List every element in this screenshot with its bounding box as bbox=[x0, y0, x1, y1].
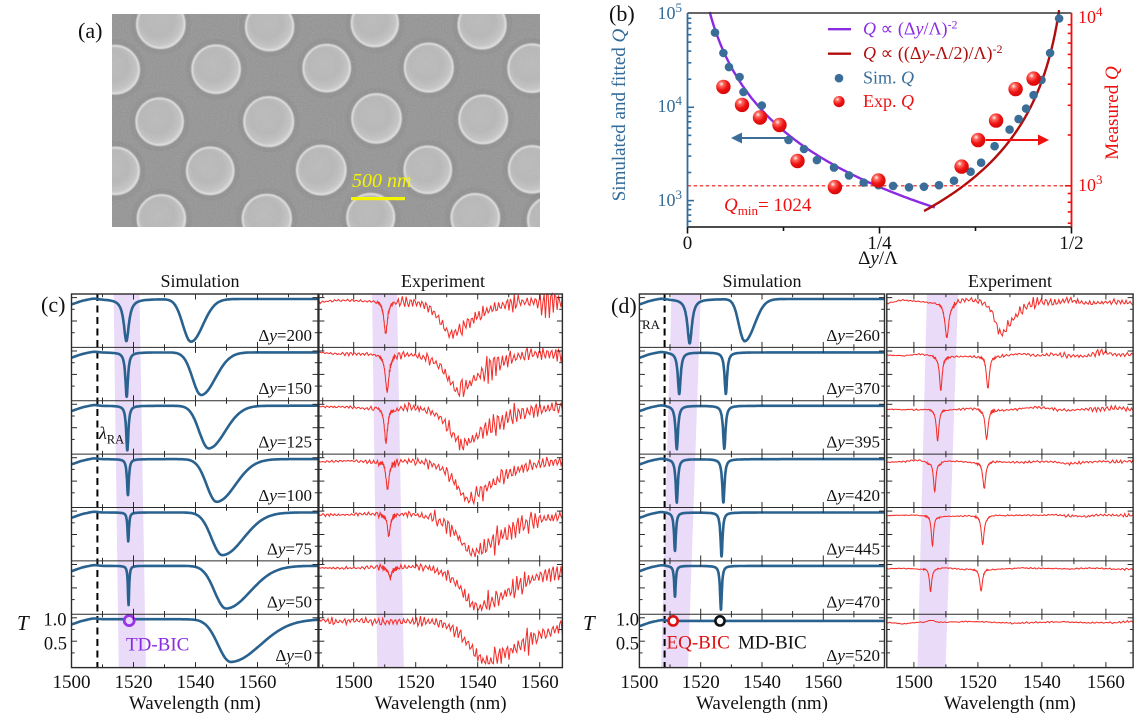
svg-text:1520: 1520 bbox=[959, 672, 997, 693]
svg-text:Δy=445: Δy=445 bbox=[826, 539, 880, 558]
svg-text:1.0: 1.0 bbox=[43, 611, 66, 631]
svg-text:MD-BIC: MD-BIC bbox=[738, 633, 807, 654]
svg-text:Δy=100: Δy=100 bbox=[258, 486, 312, 505]
svg-text:λRA: λRA bbox=[98, 423, 124, 447]
svg-text:500 nm: 500 nm bbox=[352, 170, 411, 192]
svg-text:Measured Q: Measured Q bbox=[1102, 66, 1123, 160]
svg-text:T: T bbox=[17, 611, 30, 635]
svg-text:1560: 1560 bbox=[239, 672, 277, 693]
svg-text:0: 0 bbox=[683, 233, 693, 254]
svg-text:Δy=520: Δy=520 bbox=[826, 646, 880, 665]
svg-text:1500: 1500 bbox=[53, 672, 91, 693]
svg-text:1540: 1540 bbox=[177, 672, 215, 693]
svg-text:1500: 1500 bbox=[620, 672, 658, 693]
svg-text:Δy=470: Δy=470 bbox=[826, 593, 880, 612]
svg-text:Wavelength (nm): Wavelength (nm) bbox=[696, 693, 828, 714]
svg-text:1/2: 1/2 bbox=[1059, 233, 1083, 254]
svg-text:Simulated and fitted Q: Simulated and fitted Q bbox=[609, 28, 630, 201]
svg-text:Q ∝ (Δy/Λ)-2: Q ∝ (Δy/Λ)-2 bbox=[863, 18, 957, 40]
svg-text:T: T bbox=[583, 611, 596, 635]
svg-text:Qmin= 1024: Qmin= 1024 bbox=[724, 195, 812, 218]
svg-text:1520: 1520 bbox=[397, 672, 435, 693]
svg-text:Exp. Q: Exp. Q bbox=[863, 91, 914, 111]
svg-text:Δy=370: Δy=370 bbox=[826, 379, 880, 398]
svg-text:Δy=150: Δy=150 bbox=[258, 379, 312, 398]
svg-text:(b): (b) bbox=[609, 1, 635, 26]
svg-text:1540: 1540 bbox=[1023, 672, 1061, 693]
svg-text:1560: 1560 bbox=[804, 672, 842, 693]
svg-text:1/4: 1/4 bbox=[867, 233, 892, 254]
svg-text:Wavelength (nm): Wavelength (nm) bbox=[129, 693, 261, 714]
svg-text:(a): (a) bbox=[78, 18, 102, 43]
svg-text:Sim. Q: Sim. Q bbox=[863, 68, 914, 88]
svg-text:Wavelength (nm): Wavelength (nm) bbox=[944, 693, 1076, 714]
svg-text:1560: 1560 bbox=[1087, 672, 1125, 693]
svg-text:Δy=260: Δy=260 bbox=[826, 326, 880, 345]
svg-text:Δy=50: Δy=50 bbox=[267, 593, 312, 612]
svg-text:(d): (d) bbox=[611, 293, 637, 318]
svg-text:1540: 1540 bbox=[459, 672, 497, 693]
svg-text:Simulation: Simulation bbox=[722, 271, 801, 291]
svg-text:1520: 1520 bbox=[682, 672, 720, 693]
svg-text:1520: 1520 bbox=[115, 672, 153, 693]
svg-text:1560: 1560 bbox=[521, 672, 559, 693]
svg-text:(c): (c) bbox=[41, 292, 65, 317]
svg-text:Δy=75: Δy=75 bbox=[267, 539, 312, 558]
svg-text:Δy=0: Δy=0 bbox=[275, 646, 312, 665]
svg-text:RA: RA bbox=[642, 317, 661, 332]
svg-text:Δy=125: Δy=125 bbox=[258, 433, 312, 452]
svg-text:TD-BIC: TD-BIC bbox=[126, 635, 189, 656]
svg-text:Experiment: Experiment bbox=[968, 271, 1052, 291]
svg-text:Q ∝ ((Δy-Λ/2)/Λ)-2: Q ∝ ((Δy-Λ/2)/Λ)-2 bbox=[863, 42, 1003, 64]
svg-text:Δy=200: Δy=200 bbox=[258, 326, 312, 345]
svg-text:Experiment: Experiment bbox=[401, 271, 485, 291]
svg-text:1.0: 1.0 bbox=[616, 611, 639, 631]
svg-text:EQ-BIC: EQ-BIC bbox=[667, 633, 730, 654]
svg-text:0.5: 0.5 bbox=[616, 635, 639, 655]
svg-text:0.5: 0.5 bbox=[44, 635, 67, 655]
svg-text:1540: 1540 bbox=[743, 672, 781, 693]
svg-text:Δy/Λ: Δy/Λ bbox=[858, 248, 898, 269]
svg-text:Δy=420: Δy=420 bbox=[826, 486, 880, 505]
svg-text:1500: 1500 bbox=[335, 672, 373, 693]
svg-text:Wavelength (nm): Wavelength (nm) bbox=[375, 693, 507, 714]
svg-text:1500: 1500 bbox=[895, 672, 933, 693]
svg-text:Simulation: Simulation bbox=[160, 271, 239, 291]
svg-text:Δy=395: Δy=395 bbox=[826, 433, 880, 452]
